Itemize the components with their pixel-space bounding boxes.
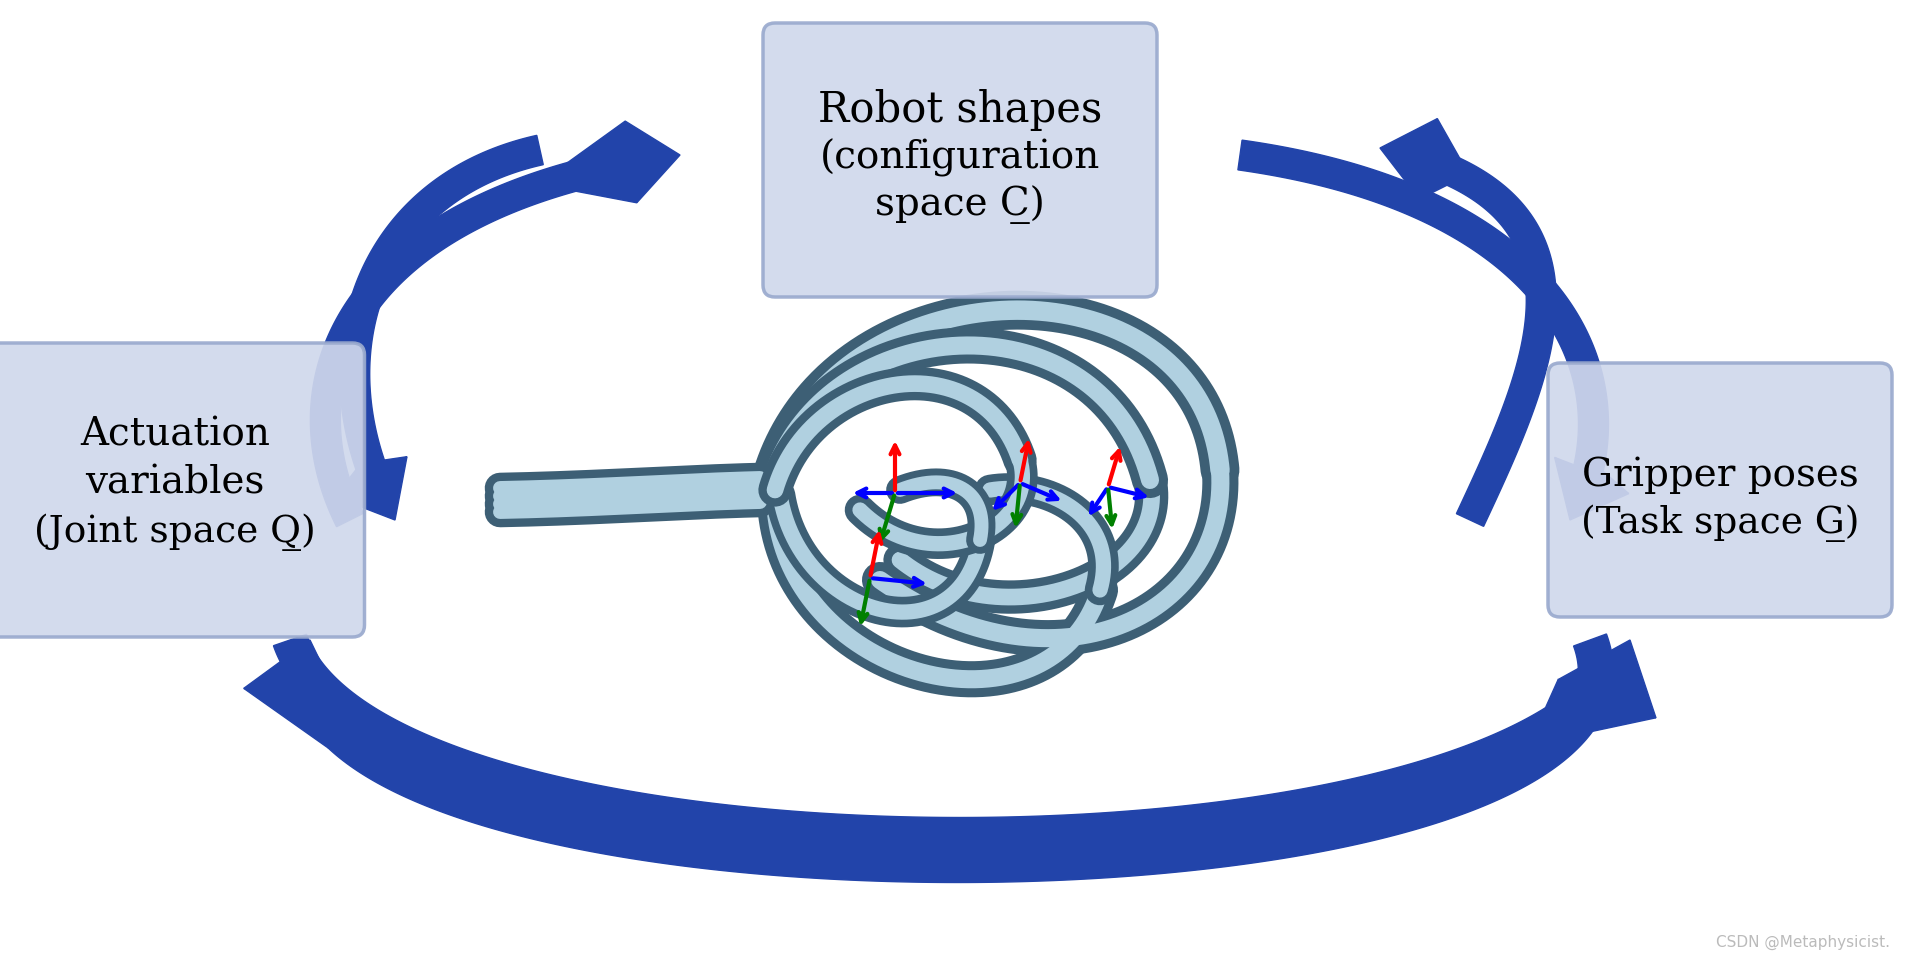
Polygon shape (1447, 158, 1556, 526)
Polygon shape (1554, 458, 1629, 494)
Text: (Task space G̲): (Task space G̲) (1581, 505, 1860, 542)
Text: Actuation: Actuation (81, 416, 271, 454)
FancyBboxPatch shape (1548, 363, 1892, 617)
Polygon shape (1554, 458, 1629, 520)
Text: Gripper poses: Gripper poses (1581, 457, 1858, 494)
Polygon shape (273, 634, 1564, 853)
Polygon shape (1237, 140, 1608, 471)
Polygon shape (244, 688, 352, 748)
Polygon shape (311, 163, 576, 526)
Polygon shape (328, 634, 1614, 883)
FancyBboxPatch shape (0, 343, 365, 637)
Polygon shape (624, 122, 680, 203)
Polygon shape (1420, 119, 1460, 199)
Text: (configuration: (configuration (820, 139, 1101, 177)
Text: space C̲): space C̲) (876, 185, 1045, 224)
Polygon shape (1558, 640, 1656, 717)
Polygon shape (340, 135, 544, 469)
Text: variables: variables (85, 465, 265, 502)
Polygon shape (1379, 119, 1437, 199)
FancyBboxPatch shape (763, 23, 1156, 297)
Polygon shape (569, 122, 636, 203)
Text: CSDN @Metaphysicist.: CSDN @Metaphysicist. (1715, 935, 1890, 950)
Polygon shape (334, 457, 407, 520)
Polygon shape (334, 457, 407, 497)
Text: Robot shapes: Robot shapes (818, 89, 1103, 131)
Polygon shape (1546, 679, 1656, 737)
Text: (Joint space Q̲): (Joint space Q̲) (35, 514, 315, 551)
Polygon shape (244, 640, 346, 713)
